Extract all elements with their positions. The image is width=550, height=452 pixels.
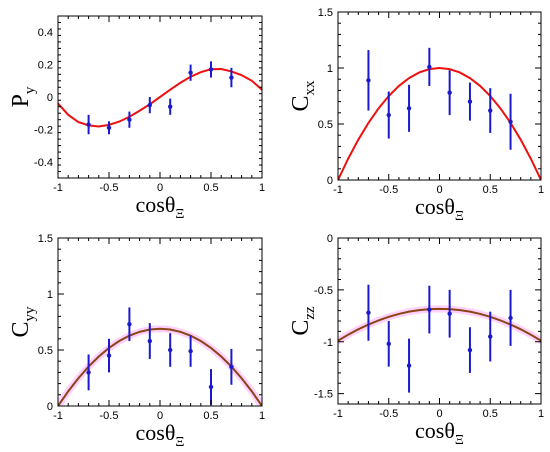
x-tick-label: 0.5	[203, 182, 218, 194]
data-point-Py	[106, 125, 112, 130]
x-tick-label: 0.5	[203, 410, 218, 422]
y-tick-label: 0.4	[38, 27, 53, 39]
y-tick-label: 1.5	[318, 7, 333, 19]
x-tick-label: 1	[259, 410, 265, 422]
y-tick-label: -0.5	[314, 285, 333, 297]
y-tick-label: 0.5	[38, 345, 53, 357]
data-point-Cxx	[406, 106, 412, 111]
data-point-Py	[208, 67, 214, 72]
panel-Py: -1 -0.5 0 0.5 1 -0.4 -0.2 0 0.2 0.4 cosθΞ Py	[8, 15, 265, 222]
data-point-Czz	[427, 307, 432, 312]
data-point-Czz	[447, 311, 452, 316]
data-point-Py	[188, 70, 193, 75]
data-point-Py	[229, 75, 234, 80]
data-point-Cxx	[386, 112, 391, 118]
panel-Cyy: -1 -0.5 0 0.5 1 0 0.5 1 1.5 cosθΞ Cyy	[8, 233, 265, 450]
data-point-Cxx	[427, 64, 432, 70]
data-point-Cyy	[188, 348, 193, 354]
y-tick-label: -1.5	[314, 389, 333, 401]
y-tick-label: 0	[327, 175, 333, 187]
x-axis-label-Cyy: cosθΞ	[136, 420, 185, 450]
x-tick-label: 0	[157, 182, 163, 194]
data-point-Cxx	[447, 90, 452, 95]
y-tick-label: 0.5	[318, 119, 333, 131]
x-tick-label: 0.5	[483, 408, 498, 420]
data-point-Cxx	[467, 99, 473, 104]
plot-area-Cyy	[58, 307, 262, 406]
x-tick-label: -0.5	[379, 408, 398, 420]
x-tick-label: -1	[333, 408, 343, 420]
data-point-Cyy	[86, 370, 91, 375]
data-point-Py	[86, 122, 91, 127]
x-tick-label: -1	[53, 182, 63, 194]
data-point-Cyy	[127, 322, 132, 327]
data-point-Cxx	[366, 78, 371, 83]
y-tick-label: 0.2	[38, 60, 53, 72]
y-axis-label-Czz: Czz	[288, 306, 318, 336]
data-point-Czz	[366, 310, 371, 315]
y-tick-label: -0.4	[34, 157, 53, 169]
x-tick-label: -1	[333, 184, 343, 196]
theory-curve-Py	[58, 67, 262, 128]
theory-curve-Cxx	[338, 66, 541, 180]
data-point-Cyy	[168, 347, 173, 353]
data-point-Cxx	[488, 108, 493, 113]
y-tick-label: 1	[47, 289, 53, 301]
x-tick-label: 0	[157, 410, 163, 422]
x-tick-label: -0.5	[100, 182, 119, 194]
x-axis-label-Py: cosθΞ	[136, 192, 185, 222]
data-point-Py	[127, 117, 132, 122]
data-point-Czz	[488, 334, 493, 339]
theory-curve-Cyy	[58, 327, 262, 406]
data-point-Py	[168, 104, 173, 109]
x-tick-label: 0	[436, 408, 442, 420]
x-tick-label: -0.5	[100, 410, 119, 422]
y-tick-label: 1.5	[38, 233, 53, 245]
x-tick-label: 1	[259, 182, 265, 194]
data-point-Czz	[406, 363, 412, 368]
x-tick-label: 1	[538, 408, 544, 420]
data-point-Py	[147, 102, 152, 108]
plot-area-Cxx	[338, 47, 541, 180]
data-point-Cyy	[229, 364, 234, 369]
data-point-Czz	[508, 315, 513, 321]
y-axis-label-Cxx: Cxx	[288, 80, 318, 112]
x-tick-label: -0.5	[379, 184, 398, 196]
y-tick-label: -1	[323, 337, 333, 349]
x-axis-label-Cxx: cosθΞ	[415, 194, 464, 224]
x-tick-label: -1	[53, 410, 63, 422]
theory-curve-Czz	[338, 307, 541, 342]
data-point-Cyy	[147, 338, 152, 344]
y-axis-label-Py: Py	[8, 86, 38, 107]
y-tick-label: 0	[327, 233, 333, 245]
x-tick-label: 0	[436, 184, 442, 196]
data-point-Cyy	[106, 353, 112, 358]
panel-Cxx: -1 -0.5 0 0.5 1 0 0.5 1 1.5 cosθΞ Cxx	[288, 7, 544, 224]
y-tick-label: 0	[47, 401, 53, 413]
data-point-Cxx	[508, 119, 513, 124]
y-tick-label: 1	[327, 63, 333, 75]
y-tick-label: 0	[47, 92, 53, 104]
data-point-Cyy	[208, 384, 214, 390]
plot-area-Py	[58, 61, 262, 135]
x-tick-label: 1	[538, 184, 544, 196]
x-tick-label: 0.5	[483, 184, 498, 196]
x-axis-label-Czz: cosθΞ	[415, 418, 464, 448]
y-axis-label-Cyy: Cyy	[8, 306, 38, 338]
plot-area-Czz	[338, 284, 541, 393]
y-tick-label: -0.2	[34, 124, 53, 136]
data-point-Czz	[386, 341, 391, 347]
data-point-Czz	[467, 347, 473, 353]
